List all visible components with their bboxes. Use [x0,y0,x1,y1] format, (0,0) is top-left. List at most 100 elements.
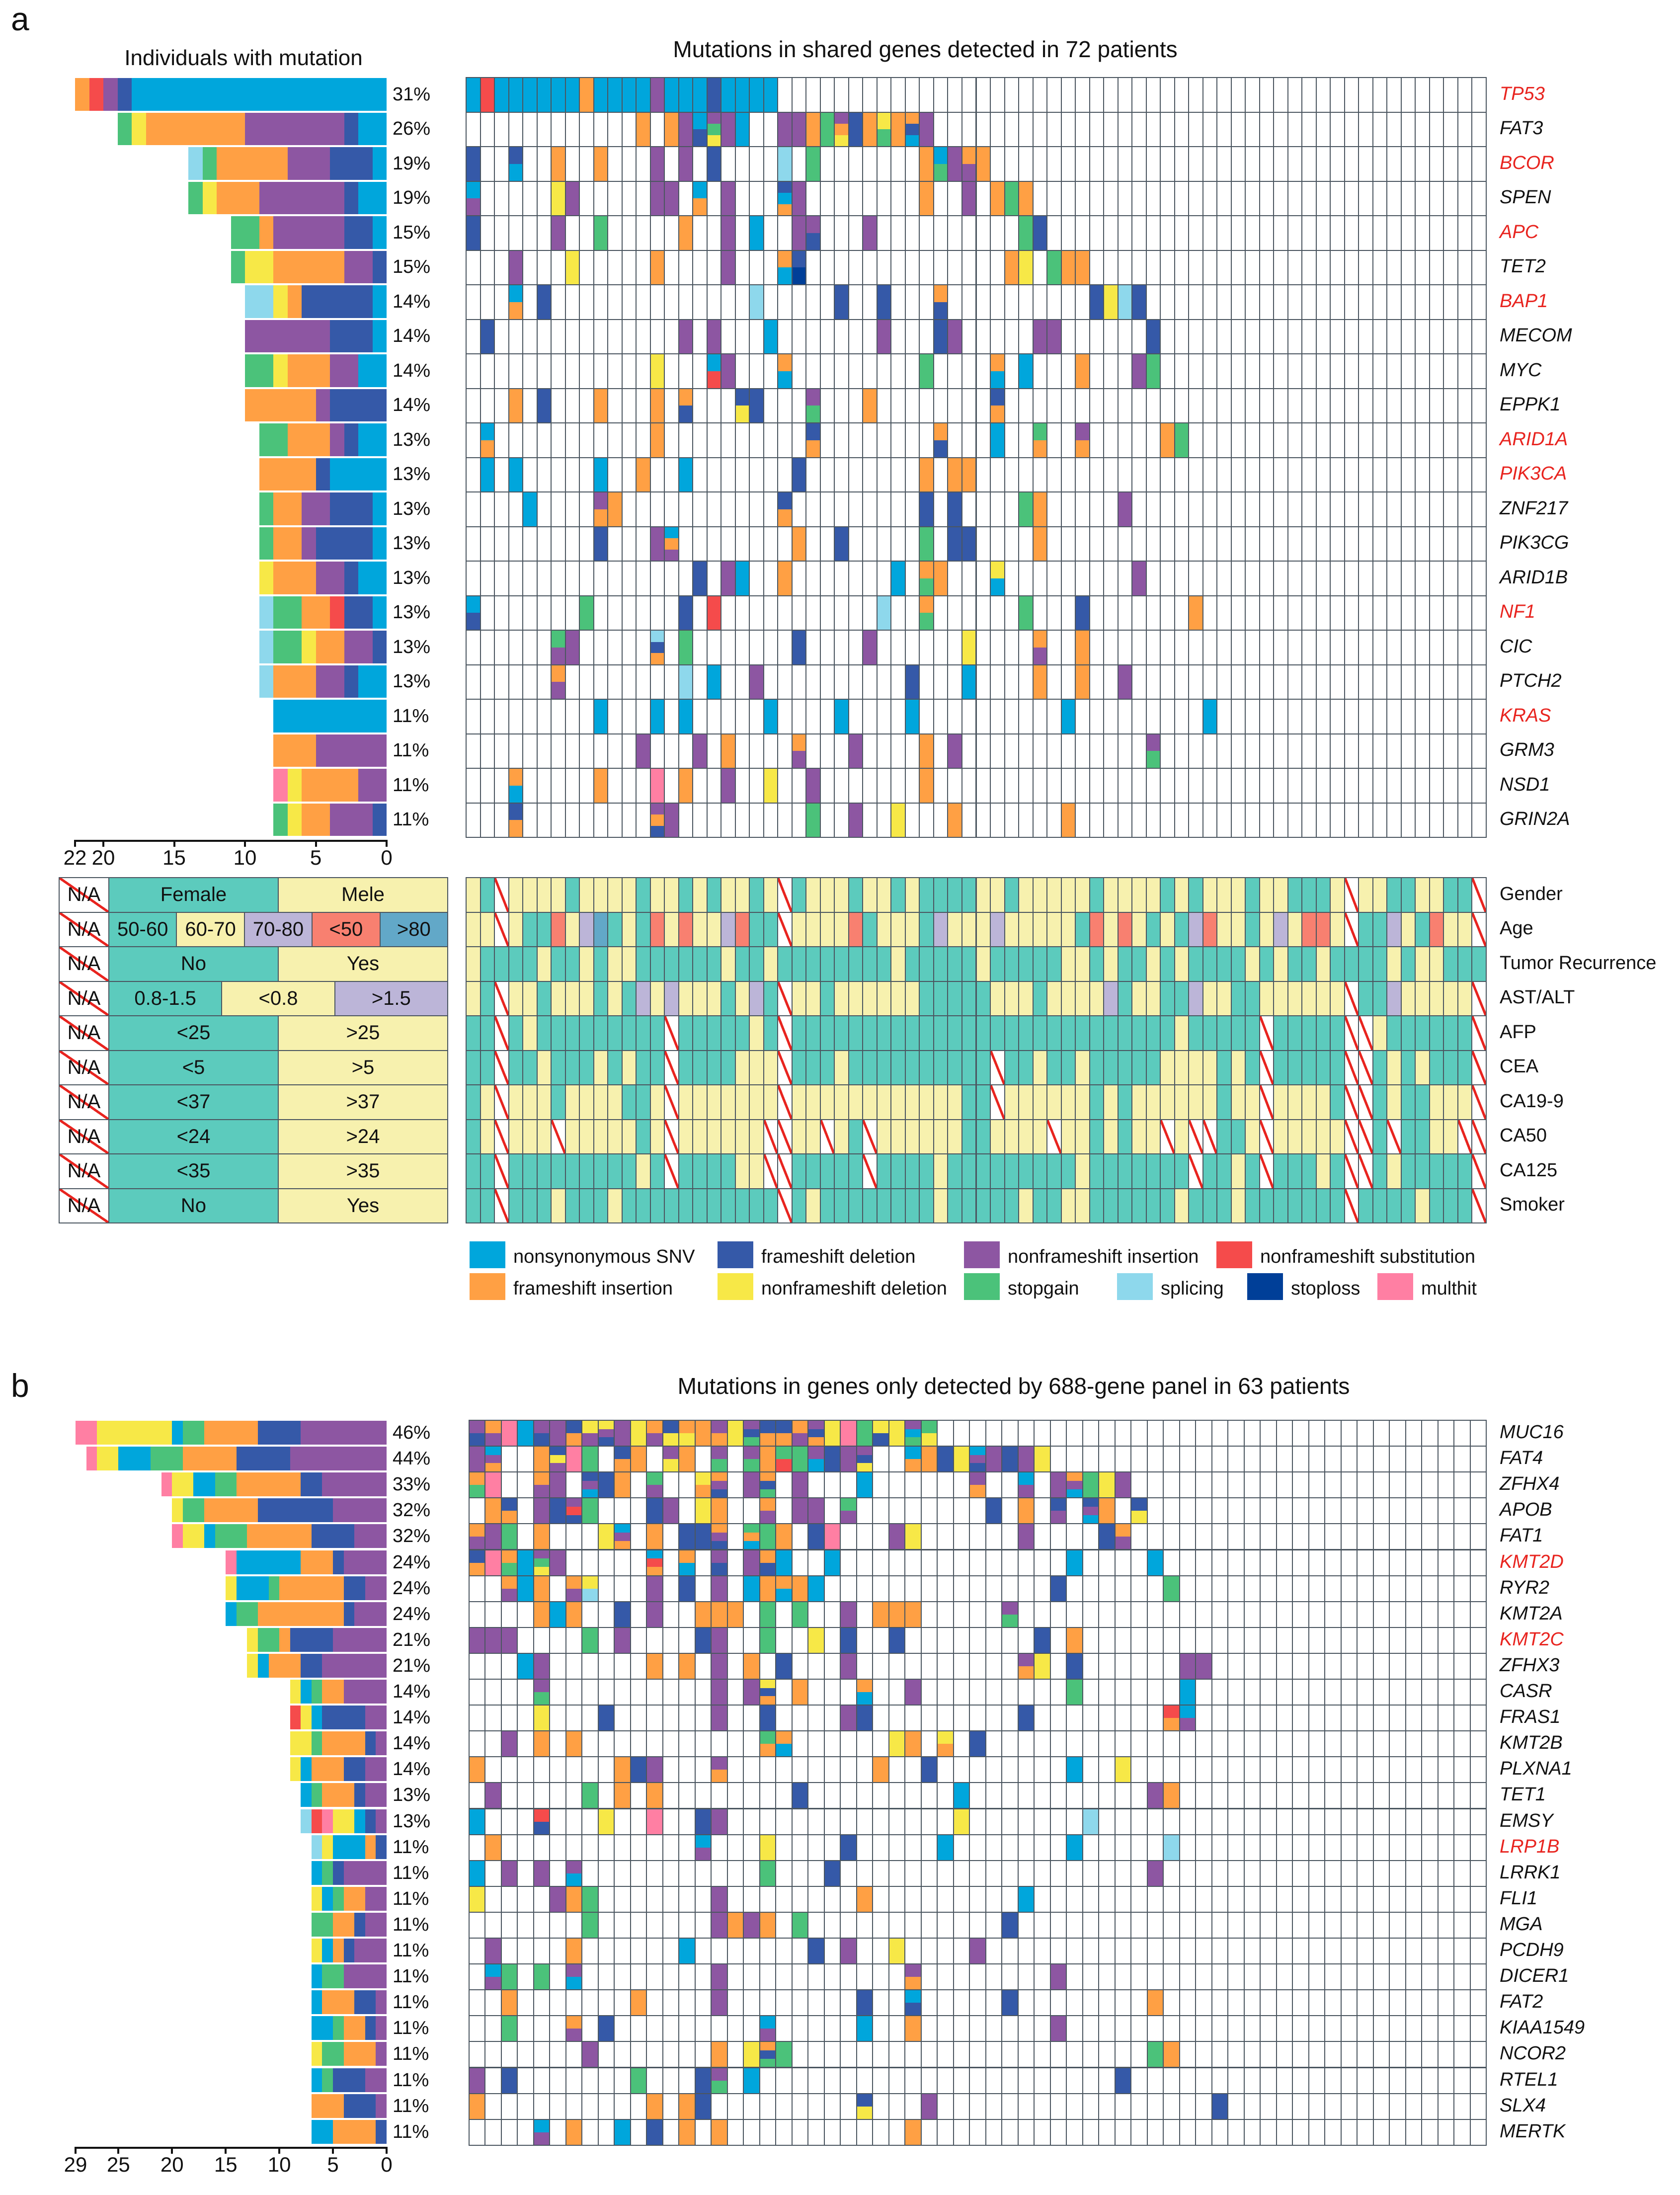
empty-cell [1276,1549,1293,1576]
empty-cell [549,1963,566,1991]
empty-cell [920,1860,938,1887]
clinical-cell [933,1015,949,1051]
clinical-cell [990,877,1005,913]
empty-cell [720,388,736,423]
mutation-cell [1117,664,1133,700]
empty-cell [1230,388,1246,423]
empty-cell [1211,1652,1229,1680]
empty-cell [1437,1523,1454,1550]
empty-cell [763,491,779,527]
empty-cell [1202,491,1218,527]
empty-cell [549,1989,566,2017]
empty-cell [1103,422,1119,458]
empty-cell [1001,2093,1019,2120]
empty-cell [551,561,566,596]
empty-cell [1160,180,1175,216]
empty-cell [678,561,694,596]
empty-cell [953,1549,970,1576]
mutation-cell [1082,1497,1100,1525]
bar-segment-E [322,1835,333,1859]
mutation-cell [533,1601,551,1628]
mutation-I [637,734,650,768]
empty-cell [1453,1575,1471,1602]
mutation-cell [775,1523,793,1550]
clinical-cell [1315,1084,1331,1120]
mutation-I [552,682,565,699]
mutation-cell [536,388,552,423]
mutation-cell [469,2093,486,2120]
clinical-cell [720,1084,736,1120]
empty-cell [636,422,651,458]
empty-cell [630,2118,647,2146]
empty-cell [807,2041,825,2068]
mutation-G [760,1731,776,1744]
bar-segment-F [301,1550,333,1574]
empty-cell [749,353,764,389]
empty-cell [1032,561,1048,596]
clinical-cell [1103,1084,1119,1120]
empty-cell [1287,768,1303,804]
mutation-cell [904,1601,922,1628]
mutation-I [1050,1511,1066,1524]
mutation-I [650,147,664,181]
mutation-D [1067,1653,1082,1679]
empty-cell [508,111,524,147]
mutation-F [566,2119,582,2145]
empty-cell [1260,1626,1277,1654]
empty-cell [1437,2015,1454,2042]
empty-cell [840,1730,857,1758]
empty-cell [1308,1705,1326,1732]
empty-cell [1421,2041,1439,2068]
clinical-cell-na [1344,911,1360,947]
empty-cell [565,2093,583,2120]
empty-cell [1066,1420,1083,1447]
empty-cell [1400,526,1416,562]
legend-category-cell: <5 [108,1050,279,1085]
empty-cell [848,388,864,423]
bar-segment-D [257,1421,301,1445]
clinical-cell [1160,877,1175,913]
empty-cell [1179,1963,1197,1991]
empty-cell [823,2067,841,2094]
empty-cell [1421,1497,1439,1525]
bar-segment-I [376,1809,387,1833]
empty-cell [1315,733,1331,769]
clinical-cell [1443,877,1458,913]
empty-cell [1145,561,1161,596]
empty-cell [856,1756,874,1784]
clinical-cell [579,1119,594,1154]
mutation-I [566,1964,582,1977]
bar-segment-S [301,1680,312,1704]
mutation-cell [969,1471,986,1499]
clinical-cell [480,980,495,1016]
gene-label: PIK3CG [1500,532,1569,554]
clinical-cell [706,1015,722,1051]
mutation-I [485,1433,501,1446]
empty-cell [1174,561,1190,596]
mutation-cell [565,2015,583,2042]
mutation-cell [581,1446,599,1473]
empty-cell [480,215,495,251]
empty-cell [1330,353,1345,389]
empty-cell [720,595,736,631]
bar-segment-F [311,1757,344,1782]
mutation-cell [565,1446,583,1473]
empty-cell [1195,1420,1212,1447]
empty-cell [614,2015,631,2042]
mutation-cell [985,1497,1003,1525]
empty-cell [1358,388,1373,423]
empty-cell [1082,1626,1100,1654]
mutation-cell [919,111,934,147]
empty-cell [749,249,764,285]
empty-cell [904,561,920,596]
clinical-cell [791,946,807,982]
mutation-cell [1114,1756,1132,1784]
empty-cell [579,422,594,458]
empty-cell [1211,1420,1229,1447]
clinical-cell [1089,877,1105,913]
empty-cell [1415,768,1430,804]
empty-cell [763,180,779,216]
clinical-cell [1301,1050,1317,1085]
empty-cell [1146,1834,1164,1861]
empty-cell [494,561,509,596]
